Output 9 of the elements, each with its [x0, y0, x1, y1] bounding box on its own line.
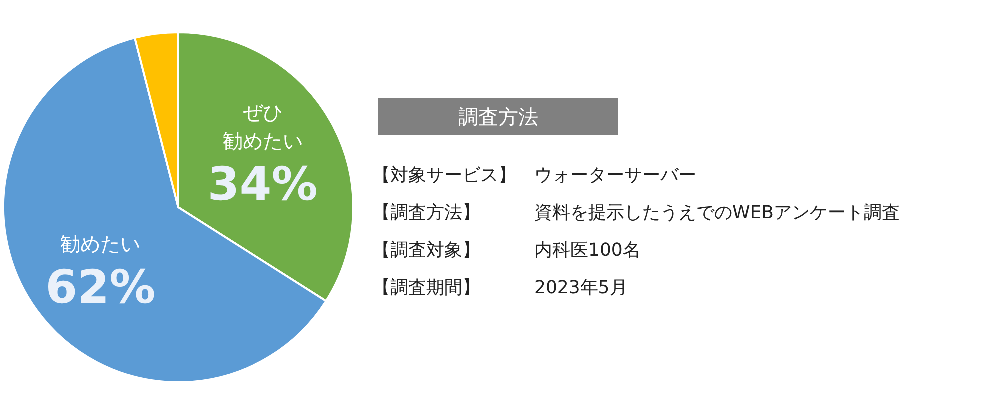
slice-label: ぜひ勧めたい [222, 100, 303, 154]
text: 調査方法 [458, 105, 538, 129]
text: 【対象サービス】 ウォーターサーバー [372, 165, 696, 186]
data-label: 34% [208, 157, 318, 212]
text: 【調査方法】 資料を提示したうえでのWEBアンケート調査 [372, 202, 900, 224]
slice-label: 勧めたい [60, 232, 141, 256]
data-label: 62% [46, 260, 156, 314]
text: 【調査期間】 2023年5月 [372, 278, 628, 298]
text: 【調査対象】 内科医100名 [372, 240, 641, 261]
